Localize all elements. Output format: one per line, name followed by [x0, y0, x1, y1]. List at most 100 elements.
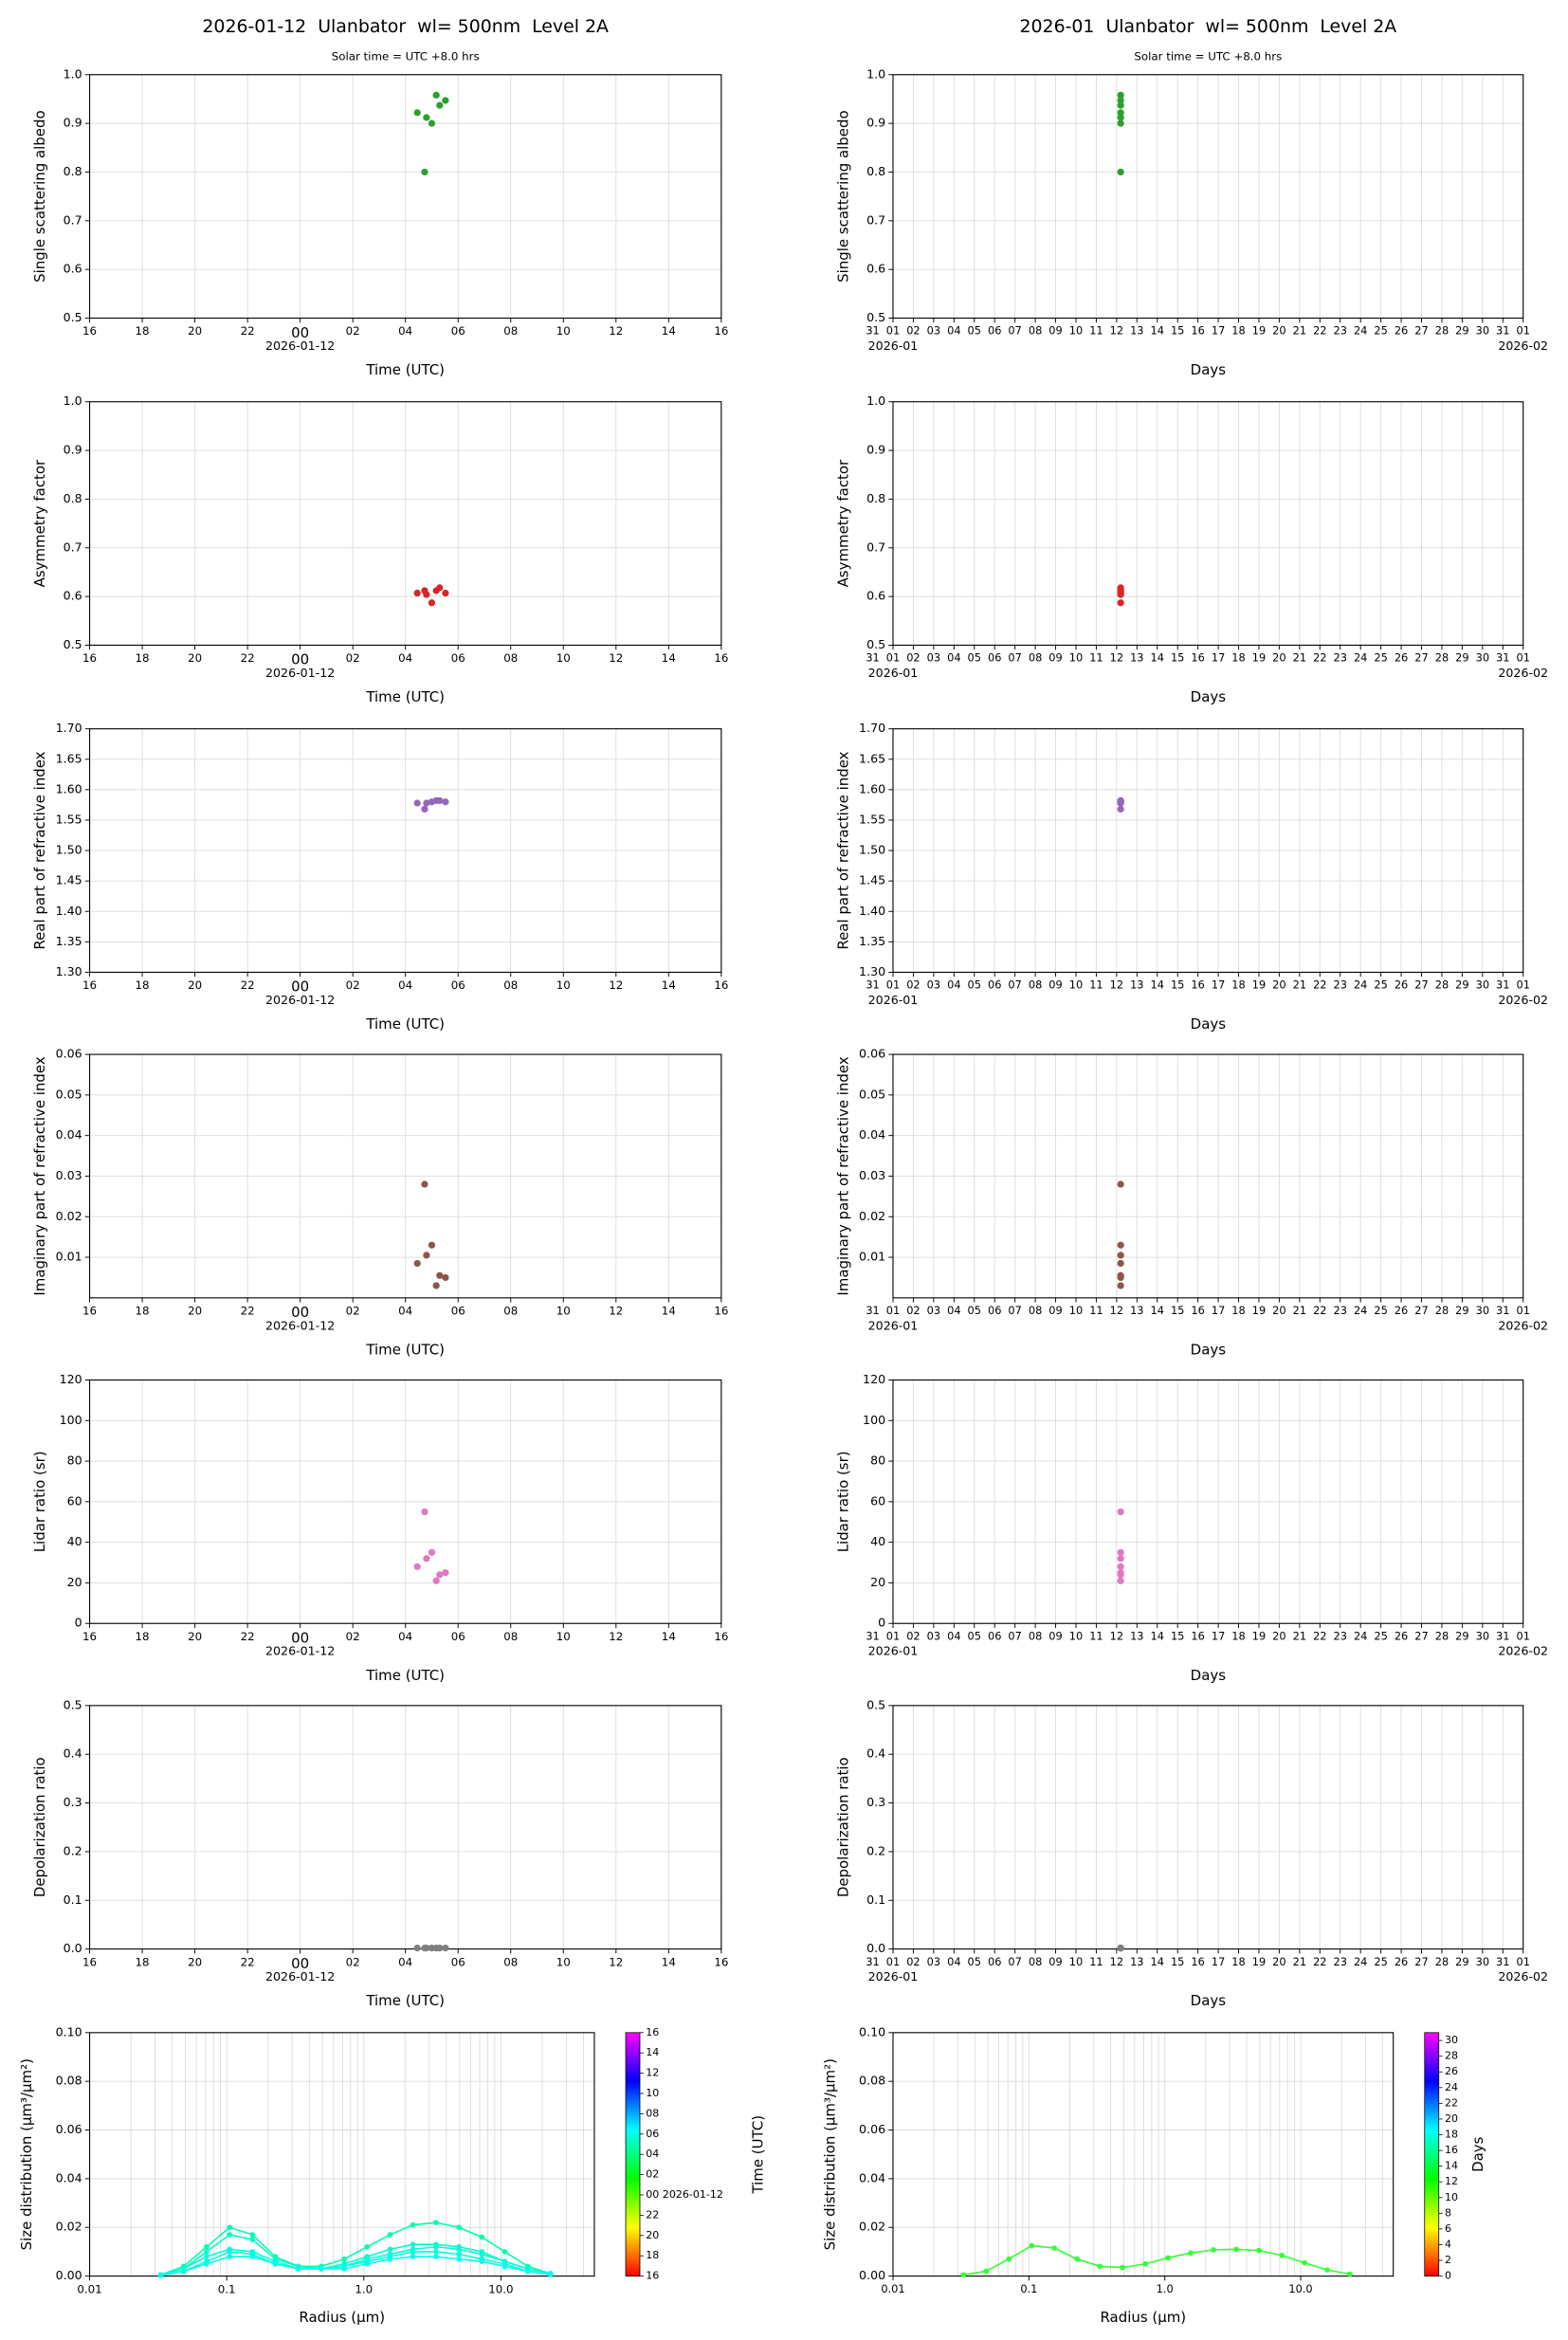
x-tick-label: 16 — [1191, 651, 1204, 665]
x-tick-label: 24 — [1354, 1304, 1367, 1317]
y-tick-label: 0.4 — [64, 1746, 82, 1761]
colorbar-tick-label: 20 — [646, 2229, 659, 2241]
x-tick-label: 02 — [346, 651, 360, 665]
data-point — [1233, 2246, 1239, 2253]
y-tick-label: 40 — [67, 1534, 82, 1548]
x-tick-label: 14 — [662, 978, 676, 992]
x-tick-label: 17 — [1212, 324, 1225, 338]
x-tick-label: 13 — [1130, 1629, 1143, 1642]
y-tick-label: 1.50 — [56, 843, 82, 857]
y-tick-label: 0.2 — [64, 1843, 82, 1857]
colorbar-tick-label: 14 — [1445, 2160, 1458, 2172]
y-axis-label: Single scattering albedo — [835, 110, 852, 282]
x-tick-label: 08 — [503, 1630, 518, 1643]
y-tick-label: 0.08 — [56, 2074, 82, 2088]
x-tick-label: 12 — [1110, 1955, 1123, 1968]
colorbar-tick-label: 02 — [646, 2168, 659, 2181]
colorbar-tick-label: 24 — [1445, 2081, 1458, 2093]
colorbar-tick-label: 4 — [1445, 2238, 1451, 2250]
data-point — [1117, 1555, 1124, 1563]
data-point — [423, 1555, 430, 1563]
x-tick-label: 04 — [947, 651, 960, 665]
x-tick-label: 20 — [1272, 1955, 1285, 1968]
series-line — [963, 2244, 1351, 2276]
data-point — [433, 2220, 439, 2225]
colorbar-tick-label: 30 — [1445, 2034, 1458, 2046]
x-tick-label: 10 — [556, 978, 571, 992]
date-label: 2026-01-12 — [265, 338, 335, 353]
data-point — [456, 2256, 462, 2262]
data-point — [227, 2232, 233, 2238]
colorbar — [625, 2032, 641, 2276]
x-tick-label: 31 — [1496, 1629, 1509, 1642]
plot-frame — [88, 1053, 722, 1299]
y-tick-label: 1.65 — [56, 751, 82, 765]
data-point — [204, 2260, 210, 2267]
x-tick-label: 28 — [1435, 1629, 1449, 1642]
data-point — [227, 2254, 233, 2259]
x-tick-label: 21 — [1293, 978, 1306, 992]
x-tick-label: 18 — [136, 978, 150, 992]
x-tick-label: 06 — [988, 324, 1001, 338]
x-tick-label: 22 — [241, 1305, 255, 1318]
plot-frame — [892, 1379, 1524, 1624]
y-tick-label: 0.03 — [56, 1168, 82, 1182]
x-tick-label: 30 — [1476, 1304, 1489, 1317]
x-tick-label: 20 — [188, 1955, 202, 1968]
x-tick-label: 11 — [1089, 1955, 1103, 1968]
x-tick-label: 13 — [1130, 324, 1143, 338]
x-tick-label: 1.0 — [1157, 2282, 1174, 2295]
x-tick-label: 12 — [609, 651, 623, 665]
x-tick-label: 03 — [927, 1955, 940, 1968]
chart-title: 2026-01-12 Ulanbator wl= 500nm Level 2A — [202, 16, 609, 37]
x-tick-label: 05 — [968, 1955, 981, 1968]
x-tick-label: 02 — [906, 1955, 920, 1968]
data-point — [1117, 1569, 1124, 1577]
y-tick-label: 80 — [67, 1453, 82, 1468]
x-tick-label: 22 — [1313, 1955, 1326, 1968]
x-tick-label: 18 — [136, 324, 150, 338]
data-point — [436, 1271, 444, 1279]
data-point — [1324, 2267, 1330, 2273]
data-point — [1211, 2247, 1216, 2253]
data-point — [423, 1252, 430, 1259]
x-tick-label: 23 — [1334, 651, 1347, 665]
x-tick-label: 1.0 — [355, 2282, 373, 2295]
x-tick-label: 15 — [1171, 651, 1184, 665]
x-tick-label: 30 — [1476, 651, 1489, 665]
x-tick-label: 22 — [241, 1955, 255, 1968]
data-point — [1117, 1259, 1124, 1268]
data-point — [1188, 2250, 1194, 2257]
colorbar-tick-label: 10 — [1445, 2191, 1458, 2203]
date-label: 2026-01-12 — [265, 1969, 335, 1984]
data-point — [432, 91, 440, 99]
x-tick-label: 06 — [988, 651, 1001, 665]
x-tick-label: 18 — [136, 1630, 150, 1643]
x-tick-label: 08 — [1029, 978, 1042, 992]
x-tick-label: 10 — [1069, 324, 1083, 338]
y-tick-label: 0.06 — [56, 2122, 82, 2136]
x-tick-label: 13 — [1130, 1955, 1143, 1968]
x-tick-label: 12 — [1110, 324, 1123, 338]
x-tick-label: 28 — [1435, 651, 1449, 665]
x-tick-label: 08 — [503, 324, 518, 338]
x-tick-label: 17 — [1212, 1955, 1225, 1968]
x-tick-label: 02 — [346, 324, 360, 338]
date-label: 2026-01 — [868, 1969, 919, 1984]
x-tick-label: 05 — [968, 978, 981, 992]
x-tick-label: 0.1 — [1020, 2282, 1037, 2295]
x-axis-label: Time (UTC) — [365, 1667, 445, 1684]
plot-frame — [892, 401, 1524, 647]
y-tick-label: 1.55 — [859, 812, 885, 826]
y-tick-label: 0.02 — [859, 1209, 885, 1223]
x-tick-label: 01 — [1517, 324, 1530, 338]
y-tick-label: 1.45 — [859, 873, 885, 887]
y-tick-label: 0.1 — [64, 1892, 82, 1907]
data-point — [442, 97, 449, 104]
x-tick-label: 24 — [1354, 978, 1367, 992]
y-tick-label: 1.40 — [56, 904, 82, 918]
y-tick-label: 120 — [863, 1372, 885, 1386]
colorbar-label: Time (UTC) — [750, 2115, 767, 2195]
x-tick-label: 08 — [1029, 1629, 1042, 1642]
x-tick-label: 16 — [714, 1630, 728, 1643]
